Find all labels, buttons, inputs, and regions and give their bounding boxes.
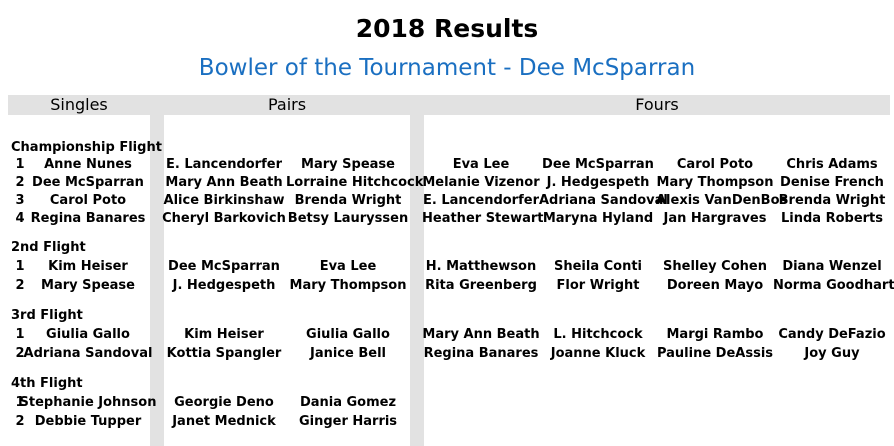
fours-name: Joanne Kluck xyxy=(550,346,646,361)
singles-name: Kim Heiser xyxy=(48,259,128,274)
fours-name: Pauline DeAssis xyxy=(656,346,774,361)
singles-name: Anne Nunes xyxy=(44,157,132,172)
rank-number: 1 xyxy=(15,259,25,274)
fours-name: L. Hitchcock xyxy=(553,327,643,342)
rank-number: 2 xyxy=(15,175,25,190)
fours-header: Fours xyxy=(635,95,679,114)
fours-name: Regina Banares xyxy=(423,346,539,361)
pairs-header: Pairs xyxy=(267,95,307,114)
flight-heading: 3rd Flight xyxy=(11,308,83,323)
pairs-name: Mary Thompson xyxy=(289,278,407,293)
pairs-name: Mary Spease xyxy=(301,157,395,172)
singles-name: Debbie Tupper xyxy=(34,414,142,429)
fours-name: Shelley Cohen xyxy=(663,259,767,274)
fours-name: Jan Hargraves xyxy=(663,211,767,226)
pairs-name: Brenda Wright xyxy=(294,193,402,208)
fours-name: Joy Guy xyxy=(804,346,860,361)
pairs-name: Cheryl Barkovich xyxy=(162,211,286,226)
fours-name: Melanie Vizenor xyxy=(422,175,540,190)
page-title: 2018 Results xyxy=(355,14,539,43)
fours-name: Heather Stewart xyxy=(422,211,544,226)
singles-name: Regina Banares xyxy=(30,211,146,226)
fours-name: Candy DeFazio xyxy=(778,327,886,342)
pairs-name: Mary Ann Beath xyxy=(165,175,283,190)
singles-name: Mary Spease xyxy=(41,278,135,293)
fours-name: Rita Greenberg xyxy=(425,278,537,293)
fours-name: Alexis VanDenBos xyxy=(656,193,788,208)
singles-name: Carol Poto xyxy=(49,193,127,208)
fours-name: Maryna Hyland xyxy=(542,211,654,226)
bowler-of-tournament-subtitle: Bowler of the Tournament - Dee McSparran xyxy=(198,55,696,81)
fours-name: Mary Thompson xyxy=(656,175,774,190)
pairs-name: Dee McSparran xyxy=(168,259,280,274)
flight-heading: 2nd Flight xyxy=(11,240,86,255)
fours-name: J. Hedgespeth xyxy=(546,175,650,190)
fours-name: Sheila Conti xyxy=(553,259,643,274)
fours-name: Dee McSparran xyxy=(542,157,654,172)
pairs-name: Janice Bell xyxy=(309,346,386,361)
rank-number: 2 xyxy=(15,278,25,293)
fours-name: Carol Poto xyxy=(676,157,754,172)
pairs-name: Alice Birkinshaw xyxy=(163,193,285,208)
pairs-name: Georgie Deno xyxy=(174,395,274,410)
rank-number: 2 xyxy=(15,346,25,361)
fours-name: Norma Goodhart xyxy=(773,278,894,293)
rank-number: 3 xyxy=(15,193,25,208)
pairs-name: Ginger Harris xyxy=(298,414,398,429)
flight-heading: Championship Flight xyxy=(11,140,162,155)
fours-name: Brenda Wright xyxy=(778,193,886,208)
fours-name: Adriana Sandoval xyxy=(539,193,668,208)
pairs-name: Janet Mednick xyxy=(172,414,276,429)
singles-name: Stephanie Johnson xyxy=(19,395,157,410)
rank-number: 4 xyxy=(15,211,25,226)
fours-name: Doreen Mayo xyxy=(666,278,764,293)
fours-name: Flor Wright xyxy=(556,278,640,293)
pairs-name: Kim Heiser xyxy=(184,327,264,342)
fours-name: H. Matthewson xyxy=(425,259,537,274)
pairs-name: Betsy Lauryssen xyxy=(287,211,409,226)
fours-name: Mary Ann Beath xyxy=(422,327,540,342)
fours-name: Eva Lee xyxy=(452,157,510,172)
rank-number: 1 xyxy=(15,395,25,410)
column-divider-left xyxy=(150,95,164,446)
pairs-name: Dania Gomez xyxy=(299,395,397,410)
fours-name: Denise French xyxy=(780,175,884,190)
pairs-name: J. Hedgespeth xyxy=(172,278,276,293)
fours-name: Chris Adams xyxy=(786,157,878,172)
fours-name: Linda Roberts xyxy=(780,211,884,226)
rank-number: 2 xyxy=(15,414,25,429)
singles-header: Singles xyxy=(50,95,108,114)
rank-number: 1 xyxy=(15,157,25,172)
pairs-name: Kottia Spangler xyxy=(166,346,282,361)
singles-name: Adriana Sandoval xyxy=(23,346,153,361)
singles-name: Giulia Gallo xyxy=(46,327,130,342)
pairs-name: E. Lancendorfer xyxy=(166,157,282,172)
fours-name: Diana Wenzel xyxy=(782,259,882,274)
fours-name: E. Lancendorfer xyxy=(423,193,539,208)
pairs-name: Lorraine Hitchcock xyxy=(286,175,424,190)
header-band xyxy=(8,95,890,115)
rank-number: 1 xyxy=(15,327,25,342)
pairs-name: Eva Lee xyxy=(319,259,377,274)
fours-name: Margi Rambo xyxy=(666,327,764,342)
pairs-name: Giulia Gallo xyxy=(306,327,390,342)
singles-name: Dee McSparran xyxy=(32,175,144,190)
flight-heading: 4th Flight xyxy=(11,376,83,391)
column-divider-right xyxy=(410,95,424,446)
